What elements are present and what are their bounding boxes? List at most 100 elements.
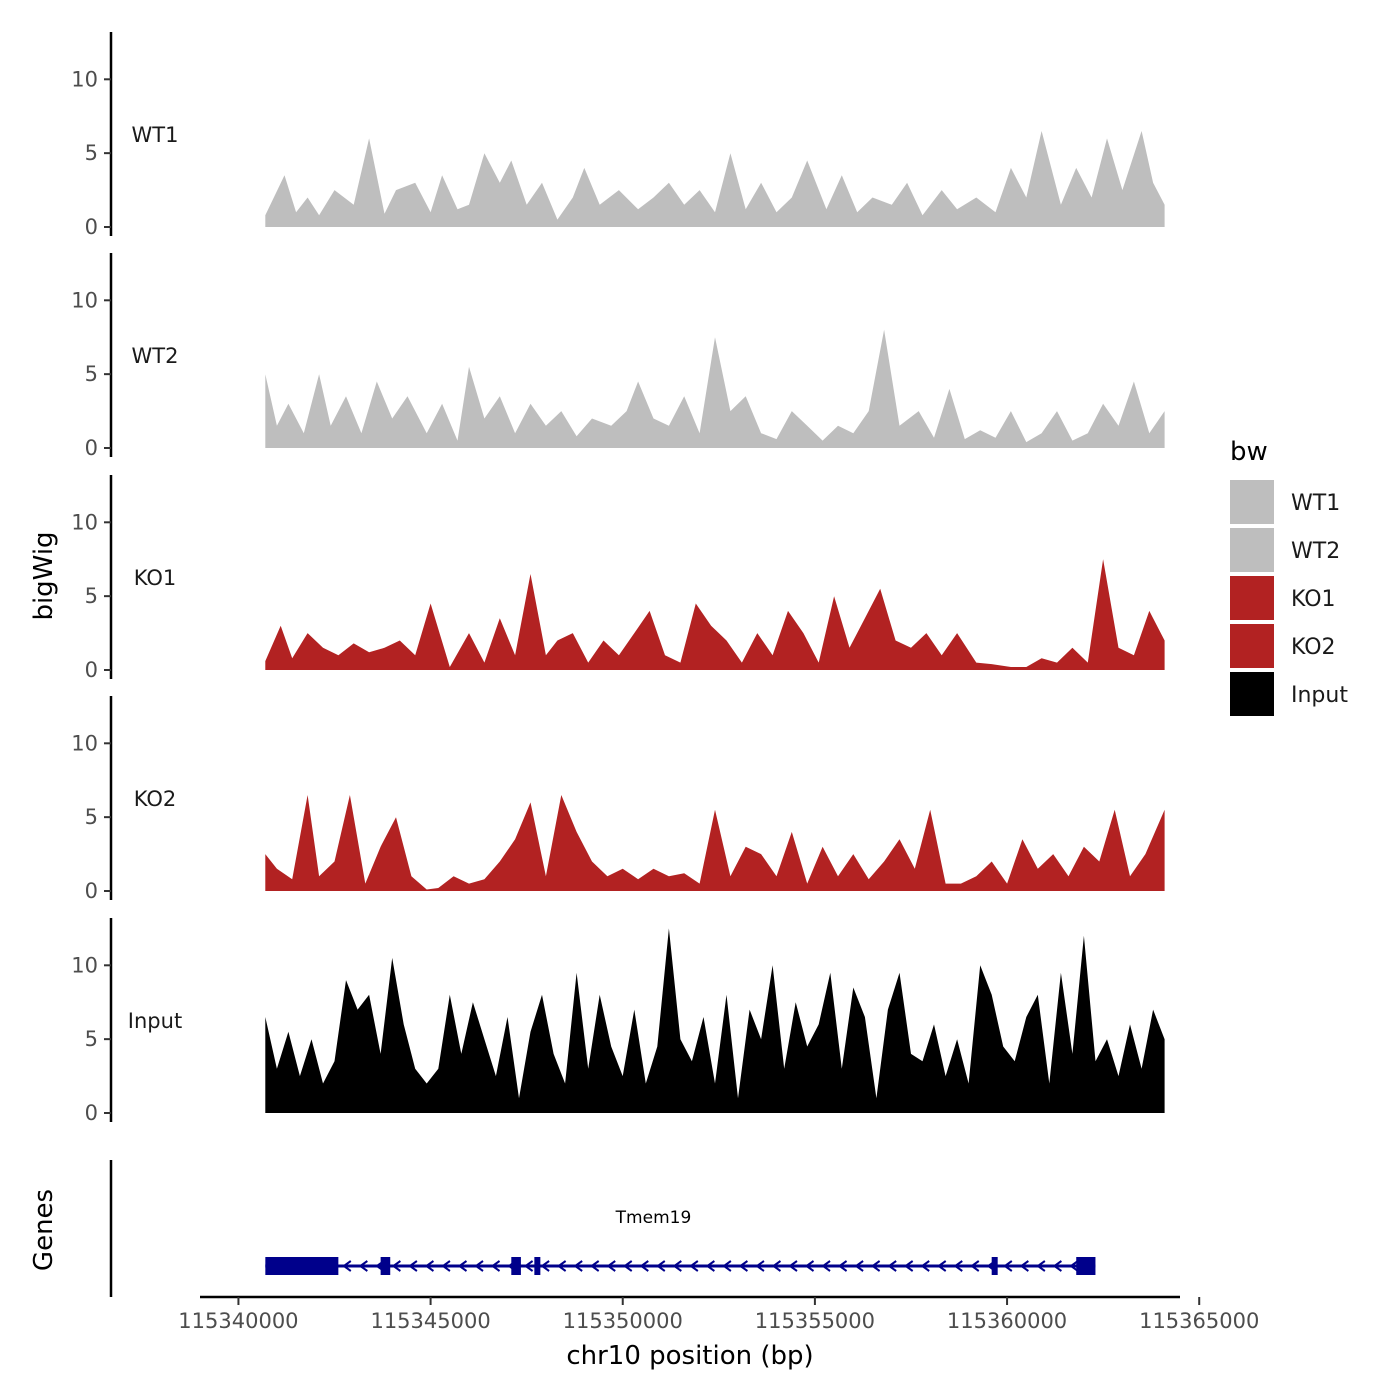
coverage-area-ko1 — [265, 559, 1165, 670]
strand-arrow — [887, 1260, 897, 1272]
gene-exon — [1076, 1257, 1096, 1275]
y-tick-label: 0 — [85, 879, 98, 903]
strand-arrow — [1069, 1260, 1079, 1272]
x-tick-label: 115350000 — [563, 1309, 683, 1333]
gene-exon — [534, 1257, 541, 1275]
gene-name-label: Tmem19 — [615, 1208, 692, 1228]
strand-arrow — [540, 1260, 550, 1272]
y-tick-label: 5 — [85, 141, 98, 165]
x-axis: 115340000 115345000 115350000 115355000 1153… — [178, 1295, 1259, 1333]
x-tick-label: 115365000 — [1139, 1309, 1259, 1333]
coverage-area-input — [265, 928, 1165, 1113]
strand-arrow — [689, 1260, 699, 1272]
y-tick-label: 0 — [85, 1101, 98, 1125]
strand-arrow — [870, 1260, 881, 1272]
strand-arrow — [424, 1260, 435, 1272]
strand-arrow — [970, 1260, 980, 1272]
track-input: 0 5 10 Input — [71, 918, 1165, 1125]
x-tick-label: 115355000 — [755, 1309, 875, 1333]
track-label: Input — [128, 1009, 182, 1033]
y-tick-label: 10 — [71, 67, 98, 91]
strand-arrow — [556, 1260, 567, 1272]
strand-arrow — [903, 1260, 914, 1272]
strand-arrow — [342, 1260, 352, 1272]
track-label: WT2 — [132, 344, 179, 368]
strand-arrow — [722, 1260, 732, 1272]
legend-label: WT2 — [1291, 539, 1340, 564]
track-wt1: 0 5 10 WT1 — [71, 32, 1165, 239]
strand-arrow — [656, 1260, 666, 1272]
strand-arrow — [441, 1260, 451, 1272]
strand-arrow — [738, 1260, 749, 1272]
strand-arrow — [755, 1260, 765, 1272]
y-tick-label: 5 — [85, 362, 98, 386]
strand-arrow — [705, 1260, 715, 1272]
legend-swatch-input — [1230, 672, 1274, 716]
strand-arrow — [854, 1260, 864, 1272]
strand-arrow — [523, 1260, 534, 1272]
gene-panel-title: Genes — [29, 1189, 59, 1271]
strand-arrow — [457, 1260, 468, 1272]
track-panels: 0 5 10 WT1 0 5 10 WT2 0 5 10 KO1 0 5 10 KO2 0 5 10 Input — [71, 32, 1165, 1125]
track-ko2: 0 5 10 KO2 — [71, 696, 1165, 903]
strand-arrow — [573, 1260, 583, 1272]
strand-arrow — [408, 1260, 418, 1272]
x-tick-label: 115340000 — [178, 1309, 298, 1333]
legend-label: Input — [1291, 683, 1348, 708]
strand-arrow — [358, 1260, 368, 1272]
strand-arrow — [672, 1260, 682, 1272]
legend-swatch-ko2 — [1230, 624, 1274, 668]
strand-arrow — [391, 1260, 401, 1272]
y-tick-label: 10 — [71, 731, 98, 755]
legend-swatch-wt1 — [1230, 480, 1274, 524]
gene-exon — [265, 1257, 339, 1275]
track-label: WT1 — [132, 123, 179, 147]
gene-exon — [380, 1257, 391, 1275]
strand-arrow — [1003, 1260, 1013, 1272]
strand-arrow — [589, 1260, 600, 1272]
legend-label: WT1 — [1291, 491, 1340, 516]
y-tick-label: 0 — [85, 658, 98, 682]
strand-arrow — [937, 1260, 947, 1272]
coverage-area-ko2 — [265, 795, 1165, 891]
strand-arrow — [771, 1260, 782, 1272]
y-tick-label: 0 — [85, 215, 98, 239]
y-tick-label: 0 — [85, 436, 98, 460]
gene-exon — [511, 1257, 521, 1275]
strand-arrow — [821, 1260, 831, 1272]
coverage-area-wt1 — [265, 131, 1165, 227]
track-label: KO1 — [134, 566, 177, 590]
strand-arrow — [639, 1260, 649, 1272]
x-tick-label: 115345000 — [370, 1309, 490, 1333]
track-ko1: 0 5 10 KO1 — [71, 475, 1165, 682]
y-tick-label: 5 — [85, 584, 98, 608]
track-label: KO2 — [134, 787, 177, 811]
gene-exon — [991, 1257, 998, 1275]
track-wt2: 0 5 10 WT2 — [71, 253, 1165, 460]
strand-arrow — [837, 1260, 848, 1272]
strand-arrow — [953, 1260, 963, 1272]
strand-arrow — [1052, 1260, 1062, 1272]
legend: bw WT1 WT2 KO1 KO2 Input — [1230, 437, 1348, 716]
y-tick-label: 10 — [71, 288, 98, 312]
legend-title: bw — [1230, 437, 1268, 467]
strand-arrow — [490, 1260, 501, 1272]
legend-label: KO2 — [1291, 635, 1336, 660]
legend-swatch-wt2 — [1230, 528, 1274, 572]
strand-arrow — [623, 1260, 633, 1272]
strand-arrow — [1019, 1260, 1029, 1272]
strand-arrow — [1036, 1260, 1046, 1272]
y-tick-label: 10 — [71, 953, 98, 977]
legend-label: KO1 — [1291, 587, 1336, 612]
coverage-area-wt2 — [265, 329, 1165, 448]
legend-swatch-ko1 — [1230, 576, 1274, 620]
strand-arrow — [474, 1260, 484, 1272]
y-tick-label: 5 — [85, 805, 98, 829]
strand-arrow — [788, 1260, 798, 1272]
x-axis-title: chr10 position (bp) — [566, 1341, 813, 1371]
gene-panel: Tmem19 — [109, 1160, 1096, 1297]
strand-arrow — [920, 1260, 930, 1272]
x-tick-label: 115360000 — [947, 1309, 1067, 1333]
y-tick-label: 5 — [85, 1027, 98, 1051]
